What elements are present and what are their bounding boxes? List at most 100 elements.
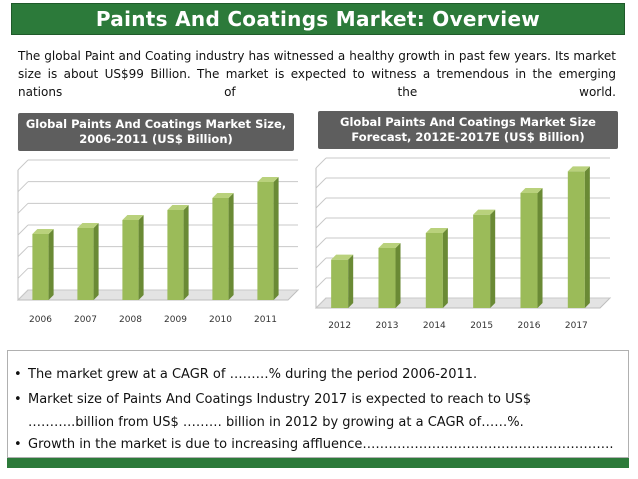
chart-2-gridline-side (315, 297, 327, 309)
chart-1-gridline-side (17, 159, 29, 171)
chart-2-x-tick-label: 2015 (470, 321, 493, 331)
chart-2-title: Global Paints And Coatings Market Size F… (318, 111, 618, 149)
chart-1-bar-front (122, 220, 139, 300)
chart-1-bar-2011 (257, 177, 279, 300)
chart-2-gridline-side (315, 257, 327, 269)
chart-1-title-line-2: 2006-2011 (US$ Billion) (79, 132, 233, 146)
chart-1-title: Global Paints And Coatings Market Size, … (18, 113, 294, 151)
chart-1-bar-front (212, 198, 229, 300)
chart-2-bar-top (425, 228, 448, 233)
chart-1-bar-top (77, 223, 99, 228)
chart-2-bar-side (395, 243, 401, 308)
chart-1-bar-2006 (32, 229, 54, 300)
bullet-2: • Market size of Paints And Coatings Indu… (14, 391, 531, 409)
chart-1-x-tick-label: 2008 (119, 315, 142, 325)
chart-1: 2006 2007 2008 2009 2010 2011 (16, 159, 300, 325)
title-banner: Paints And Coatings Market: Overview (11, 3, 625, 35)
chart-1-gridline-side (17, 267, 29, 279)
chart-2-bar-front (378, 248, 396, 308)
chart-2-title-line-1: Global Paints And Coatings Market Size (340, 115, 596, 129)
chart-2-bar-top (567, 166, 590, 172)
intro-paragraph: The global Paint and Coating industry ha… (18, 49, 616, 99)
chart-1-x-tick-label: 2007 (74, 315, 97, 325)
chart-2-bar-front (567, 171, 585, 308)
chart-1-bar-top (167, 205, 189, 210)
chart-2-gridline-side (315, 237, 327, 249)
chart-2-bar-2016 (520, 188, 543, 308)
bullet-3: ………..billion from US$ ……… billion in 201… (14, 414, 524, 432)
chart-2-bar-side (584, 166, 590, 308)
chart-1-x-tick-label: 2011 (254, 315, 277, 325)
chart-2-bar-2012 (331, 254, 354, 308)
chart-2-gridline-side (315, 277, 327, 289)
bullet-2-text: Market size of Paints And Coatings Indus… (28, 392, 532, 407)
chart-2-gridline-side (315, 157, 327, 169)
chart-1-bar-top (212, 193, 234, 198)
chart-1-x-tick-label: 2010 (209, 315, 232, 325)
chart-1-gridline-side (17, 181, 29, 193)
chart-1-title-line-1: Global Paints And Coatings Market Size, (25, 117, 287, 131)
chart-2-bar-side (537, 188, 543, 308)
chart-1-bar-2009 (167, 205, 189, 300)
chart-2: 2012 2013 2014 2015 2016 2017 (314, 157, 612, 331)
chart-2-bar-top (473, 209, 496, 215)
page-title: Paints And Coatings Market: Overview (95, 7, 541, 31)
chart-2-bar-top (520, 188, 543, 193)
bullet-2-marker: • (14, 392, 22, 407)
bullet-1-text: The market grew at a CAGR of ………% during… (28, 367, 478, 382)
bullet-4-marker: • (14, 437, 22, 452)
chart-1-gridline-side (17, 246, 29, 258)
chart-1-gridline-side (17, 202, 29, 214)
chart-1-bar-2007 (77, 223, 99, 300)
chart-1-bar-top (32, 229, 54, 234)
chart-1-bar-side (138, 215, 144, 300)
chart-1-bar-side (93, 223, 99, 300)
chart-2-bar-2014 (425, 228, 448, 308)
chart-2-bar-side (490, 209, 496, 308)
chart-2-gridline-side (315, 177, 327, 189)
chart-2-bar-front (473, 214, 491, 308)
chart-2-x-tick-label: 2014 (423, 321, 446, 331)
chart-2-bar-2015 (473, 209, 496, 308)
chart-2-gridline-side (315, 217, 327, 229)
chart-1-bar-side (48, 229, 54, 300)
chart-1-bar-front (167, 210, 184, 300)
chart-2-bar-side (442, 228, 448, 308)
chart-2-bar-2017 (567, 166, 590, 308)
chart-1-gridline-side (17, 224, 29, 236)
chart-1-bar-top (257, 177, 279, 182)
chart-2-floor (314, 297, 612, 309)
bullet-3-text: ………..billion from US$ ……… billion in 201… (28, 415, 524, 430)
bullet-4-text: Growth in the market is due to increasin… (28, 437, 614, 452)
chart-1-bar-2010 (212, 193, 234, 300)
chart-1-x-tick-label: 2006 (29, 315, 52, 325)
chart-1-bar-2008 (122, 215, 144, 300)
chart-2-bar-side (348, 254, 354, 308)
chart-2-title-line-2: Forecast, 2012E-2017E (US$ Billion) (351, 130, 585, 144)
summary-box (7, 350, 629, 458)
chart-2-bar-top (331, 254, 354, 260)
chart-1-bar-front (77, 228, 94, 300)
chart-2-x-tick-label: 2012 (328, 321, 351, 331)
chart-1-gridline-side (17, 289, 29, 301)
bullet-1: • The market grew at a CAGR of ………% durin… (14, 366, 477, 384)
chart-2-x-tick-label: 2013 (376, 321, 399, 331)
chart-1-bar-side (183, 205, 189, 300)
chart-2-x-tick-label: 2017 (565, 321, 588, 331)
footer-bar (7, 458, 629, 468)
chart-1-bar-side (228, 193, 234, 300)
chart-2-bar-front (520, 193, 538, 308)
chart-2-bar-top (378, 243, 401, 248)
chart-2-gridline-side (315, 197, 327, 209)
chart-1-x-tick-label: 2009 (164, 315, 187, 325)
chart-2-bar-front (425, 233, 443, 308)
bullet-4: • Growth in the market is due to increasi… (14, 436, 614, 454)
chart-2-x-tick-label: 2016 (518, 321, 541, 331)
chart-1-bar-front (32, 234, 49, 300)
chart-1-bar-front (257, 182, 274, 300)
chart-2-bar-front (331, 259, 349, 308)
chart-2-bar-2013 (378, 243, 401, 308)
chart-1-bar-side (273, 177, 279, 300)
chart-1-bar-top (122, 215, 144, 220)
bullet-1-marker: • (14, 367, 22, 382)
